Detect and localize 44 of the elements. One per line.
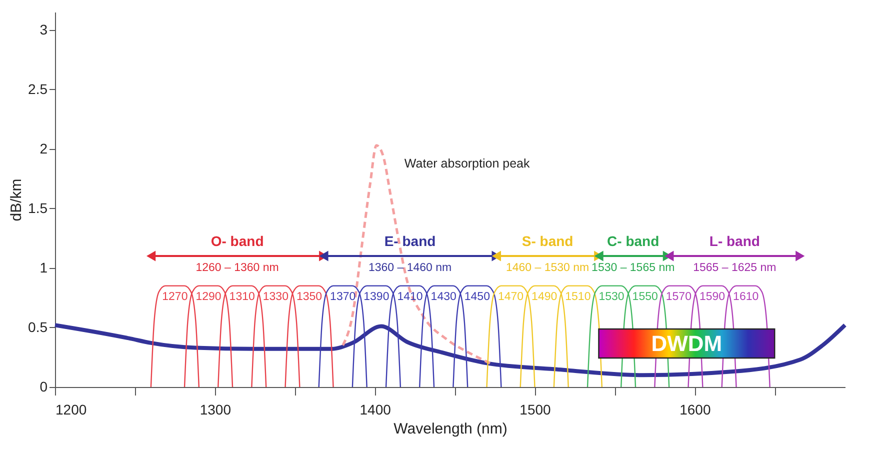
y-tick-label: 0 [40, 378, 48, 394]
series-label: 1550 [632, 290, 658, 303]
line-series [53, 323, 847, 378]
series-label: 1310 [229, 290, 255, 303]
series-label: 1330 [262, 290, 288, 303]
y-tick-label: 1 [40, 259, 48, 276]
series-label: O- band [210, 233, 264, 250]
x-axis-title: Wavelength (nm) [394, 420, 508, 438]
series-label: 1430 [430, 290, 456, 303]
series-label: 1390 [364, 290, 390, 303]
x-tick-label: 1500 [520, 402, 552, 418]
series-label: 1290 [196, 290, 222, 303]
y-tick-label: 2 [40, 140, 48, 156]
series-label: 1410 [397, 290, 423, 303]
annotation: 1360 – 1460 nm [368, 262, 452, 274]
annotation: Water absorption peak [404, 156, 530, 170]
x-tick-label: 1600 [680, 402, 711, 418]
series-label: 1530 [598, 290, 624, 303]
series-label: 1270 [162, 290, 188, 303]
series-label: S- band [522, 233, 574, 250]
series-label: 1470 [498, 290, 524, 303]
x-tick-label: 1300 [200, 402, 232, 418]
series-label: 1590 [699, 290, 726, 303]
annotation: 1565 – 1625 nm [693, 262, 776, 274]
y-tick-label: 3 [40, 21, 48, 38]
annotation: 1460 – 1530 nm [506, 262, 590, 274]
y-tick-label: 1.5 [28, 200, 48, 216]
series-label: 1610 [733, 290, 759, 303]
y-tick-label: 0.5 [28, 318, 48, 335]
series-label: 1350 [296, 290, 322, 303]
series-label: 1490 [532, 290, 558, 303]
series-label: C- band [607, 233, 660, 250]
series-label: E- band [384, 233, 436, 250]
series-label: 1370 [330, 290, 356, 303]
x-tick-label: 1400 [360, 402, 392, 418]
x-tick-label: 1200 [56, 402, 87, 418]
series-label: 1510 [565, 290, 591, 303]
annotation: 1260 – 1360 nm [196, 262, 279, 274]
annotation: 1530 – 1565 nm [592, 262, 675, 274]
series-label: 1450 [464, 290, 490, 303]
series-label: 1570 [666, 290, 692, 303]
y-tick-label: 2.5 [28, 80, 48, 97]
series-label: L- band [709, 233, 760, 250]
y-axis-title: dB/km [8, 178, 26, 222]
